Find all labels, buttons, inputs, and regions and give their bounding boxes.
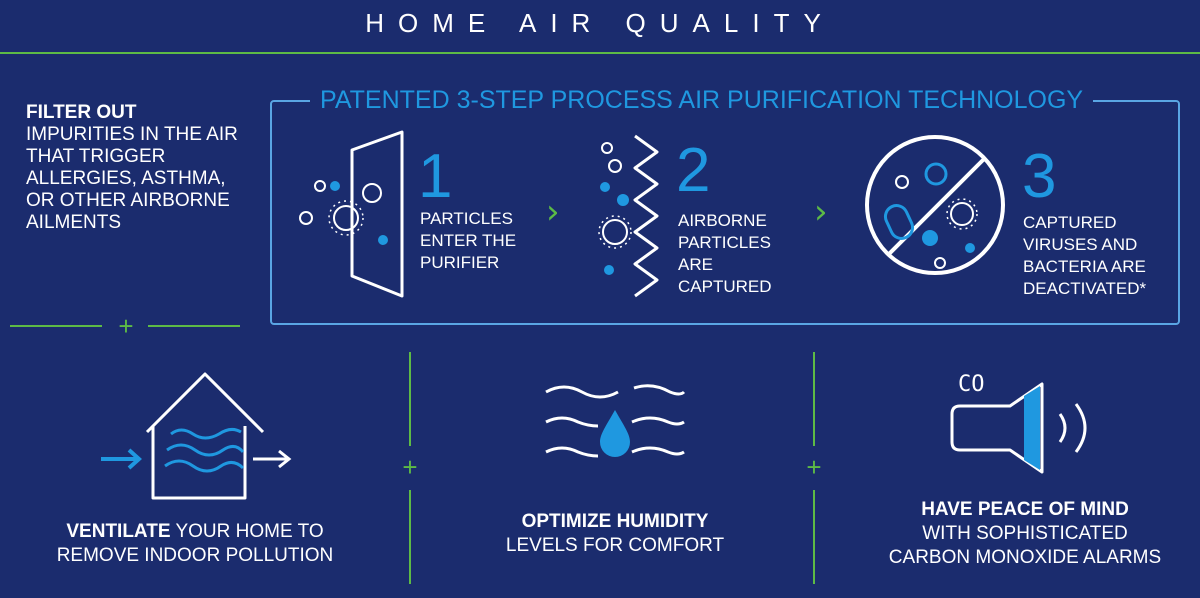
humidity-text: OPTIMIZE HUMIDITY LEVELS FOR COMFORT bbox=[505, 511, 725, 556]
filter-panel-icon bbox=[299, 130, 404, 298]
filter-heading: FILTER OUT bbox=[26, 102, 137, 123]
step-3-text: CAPTURED VIRUSES AND BACTERIA ARE DEACTI… bbox=[1023, 213, 1147, 298]
divider-plus: + bbox=[806, 452, 822, 482]
left-divider-b bbox=[148, 325, 240, 327]
divider-plus: + bbox=[118, 311, 134, 341]
divider-vertical-1a bbox=[409, 352, 411, 446]
process-title: PATENTED 3-STEP PROCESS AIR PURIFICATION… bbox=[310, 86, 1094, 115]
filter-body: IMPURITIES IN THE AIR THAT TRIGGER ALLER… bbox=[26, 124, 238, 233]
ventilate-text: VENTILATE YOUR HOME TO REMOVE INDOOR POL… bbox=[56, 521, 334, 566]
divider-plus: + bbox=[402, 452, 418, 482]
step-1-number: 1 bbox=[418, 142, 453, 211]
left-divider-a bbox=[10, 325, 102, 327]
humidity-droplet-icon bbox=[545, 384, 686, 458]
divider-vertical-2a bbox=[813, 352, 815, 446]
step-1-text: PARTICLES ENTER THE PURIFIER bbox=[420, 209, 517, 272]
speaker-alarm-icon bbox=[950, 382, 1087, 474]
divider-vertical-1b bbox=[409, 490, 411, 584]
step-2-number: 2 bbox=[676, 136, 711, 205]
filter-block: FILTER OUT IMPURITIES IN THE AIR THAT TR… bbox=[26, 102, 246, 234]
step-2-text: AIRBORNE PARTICLES ARE CAPTURED bbox=[678, 211, 772, 296]
divider-vertical-2b bbox=[813, 490, 815, 584]
co-label: CO bbox=[958, 372, 985, 397]
title-divider bbox=[0, 52, 1200, 54]
alarm-text: HAVE PEACE OF MIND WITH SOPHISTICATED CA… bbox=[888, 499, 1162, 568]
step-3-number: 3 bbox=[1022, 142, 1057, 211]
no-germs-icon bbox=[865, 135, 1005, 275]
house-ventilation-icon bbox=[101, 372, 292, 500]
chevron-right-icon: › bbox=[814, 192, 828, 232]
chevron-right-icon: › bbox=[546, 192, 560, 232]
zigzag-filter-icon bbox=[598, 134, 659, 298]
page-title: HOME AIR QUALITY bbox=[365, 8, 835, 38]
